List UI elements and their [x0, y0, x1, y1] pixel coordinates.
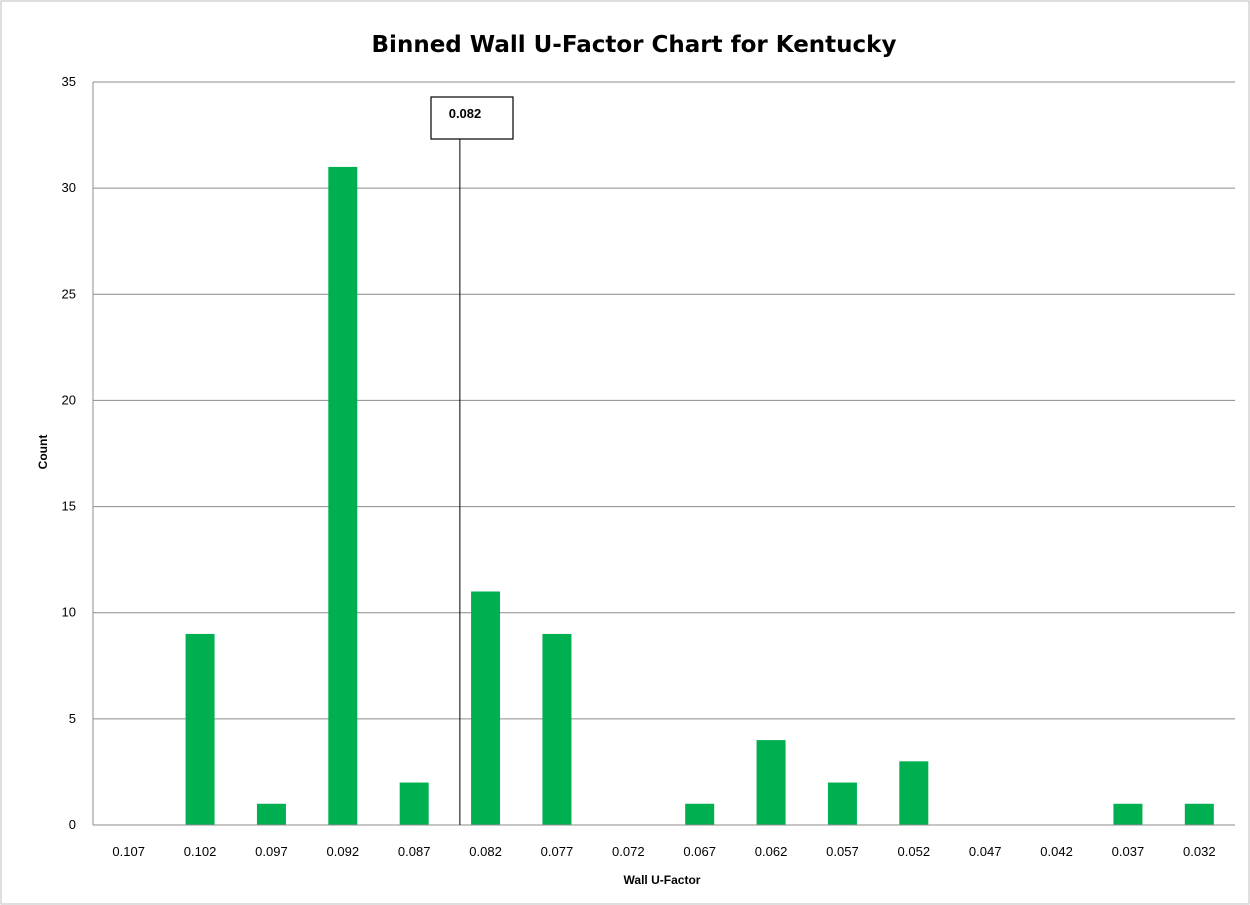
x-tick-label: 0.092: [327, 844, 360, 859]
bar: [185, 633, 215, 825]
x-tick-label: 0.067: [683, 844, 716, 859]
x-tick-label: 0.087: [398, 844, 431, 859]
bar: [256, 803, 286, 825]
x-tick-label: 0.097: [255, 844, 288, 859]
x-tick-label: 0.057: [826, 844, 859, 859]
bar: [899, 761, 929, 825]
x-tick-label: 0.062: [755, 844, 788, 859]
bar: [471, 591, 501, 825]
y-tick-labels: 0 5 10 15 20 25 30 35: [62, 74, 76, 832]
reference-label-box: [430, 96, 514, 140]
bars: [185, 166, 1214, 825]
reference-label: 0.082: [449, 106, 482, 121]
bar: [827, 782, 857, 825]
x-tick-label: 0.052: [898, 844, 931, 859]
reference-marker: 0.082: [430, 96, 514, 825]
chart-title: Binned Wall U-Factor Chart for Kentucky: [372, 32, 897, 58]
y-tick-label: 20: [62, 392, 76, 407]
bar: [756, 740, 786, 825]
bar: [399, 782, 429, 825]
y-tick-label: 15: [62, 499, 76, 514]
x-tick-labels: 0.107 0.102 0.097 0.092 0.087 0.082 0.077 0.072…: [112, 844, 1215, 859]
x-tick-label: 0.042: [1040, 844, 1073, 859]
y-tick-label: 5: [69, 711, 76, 726]
x-tick-label: 0.072: [612, 844, 645, 859]
x-tick-label: 0.082: [469, 844, 502, 859]
x-tick-label: 0.032: [1183, 844, 1216, 859]
x-tick-label: 0.102: [184, 844, 217, 859]
x-tick-label: 0.077: [541, 844, 574, 859]
y-axis-label: Count: [36, 435, 50, 470]
bar: [328, 166, 358, 825]
y-tick-label: 10: [62, 605, 76, 620]
y-tick-label: 35: [62, 74, 76, 89]
y-tick-label: 30: [62, 180, 76, 195]
bar: [685, 803, 715, 825]
y-tick-label: 0: [69, 817, 76, 832]
x-tick-label: 0.107: [112, 844, 145, 859]
gridlines: [93, 81, 1235, 720]
axes: [92, 82, 1235, 826]
bar: [1113, 803, 1143, 825]
bar: [1184, 803, 1214, 825]
bar: [542, 633, 572, 825]
x-tick-label: 0.037: [1112, 844, 1145, 859]
y-tick-label: 25: [62, 286, 76, 301]
x-tick-label: 0.047: [969, 844, 1002, 859]
x-axis-label: Wall U-Factor: [624, 873, 701, 887]
